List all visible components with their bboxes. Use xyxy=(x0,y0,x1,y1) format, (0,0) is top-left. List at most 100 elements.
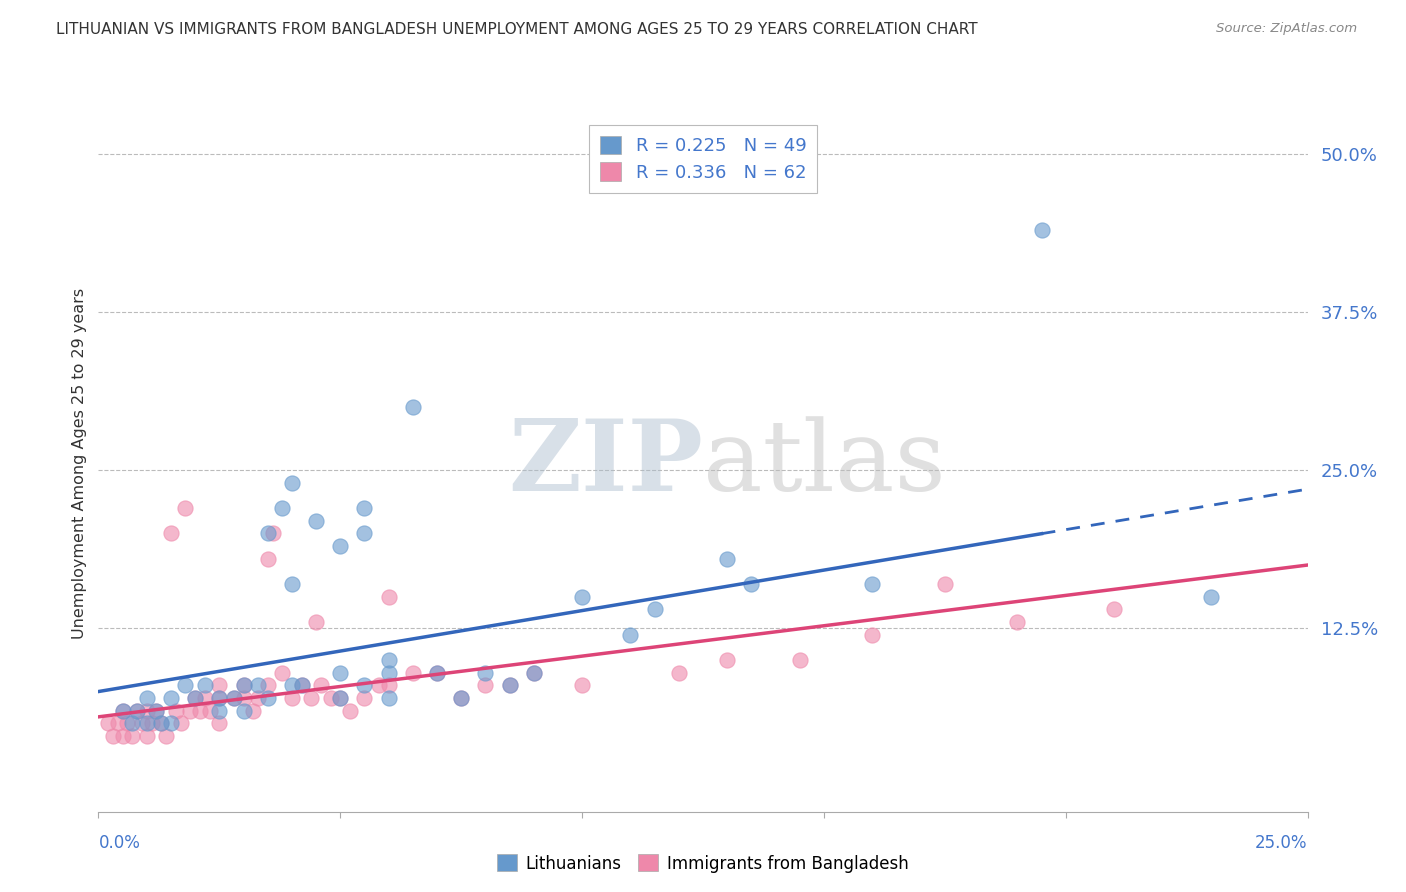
Point xyxy=(281,577,304,591)
Point xyxy=(281,690,304,705)
Point xyxy=(135,729,157,743)
Point xyxy=(247,678,270,692)
Point xyxy=(97,716,120,731)
Point xyxy=(222,690,245,705)
Text: LITHUANIAN VS IMMIGRANTS FROM BANGLADESH UNEMPLOYMENT AMONG AGES 25 TO 29 YEARS : LITHUANIAN VS IMMIGRANTS FROM BANGLADESH… xyxy=(56,22,977,37)
Point xyxy=(256,690,278,705)
Text: 0.0%: 0.0% xyxy=(98,834,141,852)
Point xyxy=(377,665,399,680)
Point xyxy=(305,514,328,528)
Point xyxy=(160,716,183,731)
Point xyxy=(127,704,149,718)
Point xyxy=(450,690,472,705)
Point xyxy=(571,590,593,604)
Point xyxy=(1031,223,1053,237)
Point xyxy=(160,690,183,705)
Point xyxy=(111,704,134,718)
Point xyxy=(208,716,231,731)
Point xyxy=(188,704,211,718)
Point xyxy=(402,400,425,414)
Point xyxy=(184,690,207,705)
Point xyxy=(377,678,399,692)
Point xyxy=(135,704,157,718)
Point xyxy=(222,690,245,705)
Point xyxy=(198,704,221,718)
Point xyxy=(107,716,129,731)
Point xyxy=(290,678,312,692)
Point xyxy=(1199,590,1222,604)
Point xyxy=(329,665,352,680)
Point xyxy=(329,690,352,705)
Point xyxy=(740,577,762,591)
Point xyxy=(121,716,143,731)
Point xyxy=(474,665,496,680)
Point xyxy=(174,678,197,692)
Point xyxy=(523,665,546,680)
Point xyxy=(242,704,264,718)
Point xyxy=(232,704,254,718)
Point xyxy=(498,678,520,692)
Point xyxy=(571,678,593,692)
Point xyxy=(179,704,201,718)
Point xyxy=(474,678,496,692)
Point xyxy=(165,704,187,718)
Point xyxy=(1102,602,1125,616)
Point xyxy=(377,653,399,667)
Point xyxy=(101,729,124,743)
Point xyxy=(135,716,157,731)
Point xyxy=(299,690,322,705)
Point xyxy=(111,704,134,718)
Point xyxy=(150,716,173,731)
Point xyxy=(271,665,294,680)
Point xyxy=(716,653,738,667)
Point xyxy=(329,690,352,705)
Point xyxy=(111,729,134,743)
Point xyxy=(934,577,956,591)
Point xyxy=(232,678,254,692)
Point xyxy=(644,602,666,616)
Point xyxy=(208,678,231,692)
Point xyxy=(141,716,163,731)
Point xyxy=(339,704,361,718)
Point xyxy=(155,729,177,743)
Point xyxy=(194,678,217,692)
Text: ZIP: ZIP xyxy=(508,416,703,512)
Point xyxy=(668,665,690,680)
Point xyxy=(131,716,153,731)
Point xyxy=(353,690,375,705)
Point xyxy=(860,627,883,641)
Point xyxy=(305,615,328,629)
Legend: R = 0.225   N = 49, R = 0.336   N = 62: R = 0.225 N = 49, R = 0.336 N = 62 xyxy=(589,125,817,193)
Text: Source: ZipAtlas.com: Source: ZipAtlas.com xyxy=(1216,22,1357,36)
Point xyxy=(450,690,472,705)
Point xyxy=(145,704,167,718)
Point xyxy=(208,690,231,705)
Text: 25.0%: 25.0% xyxy=(1256,834,1308,852)
Point xyxy=(498,678,520,692)
Point xyxy=(281,678,304,692)
Point xyxy=(135,690,157,705)
Y-axis label: Unemployment Among Ages 25 to 29 years: Unemployment Among Ages 25 to 29 years xyxy=(72,288,87,640)
Point xyxy=(426,665,449,680)
Point xyxy=(716,551,738,566)
Point xyxy=(145,704,167,718)
Point xyxy=(256,678,278,692)
Point xyxy=(368,678,391,692)
Point xyxy=(150,716,173,731)
Point xyxy=(232,690,254,705)
Point xyxy=(377,690,399,705)
Point xyxy=(281,475,304,490)
Text: atlas: atlas xyxy=(703,416,946,512)
Point xyxy=(860,577,883,591)
Point xyxy=(208,704,231,718)
Point xyxy=(247,690,270,705)
Point xyxy=(1007,615,1029,629)
Point xyxy=(319,690,342,705)
Point xyxy=(353,678,375,692)
Legend: Lithuanians, Immigrants from Bangladesh: Lithuanians, Immigrants from Bangladesh xyxy=(491,847,915,880)
Point xyxy=(174,501,197,516)
Point xyxy=(121,729,143,743)
Point xyxy=(353,501,375,516)
Point xyxy=(789,653,811,667)
Point xyxy=(169,716,191,731)
